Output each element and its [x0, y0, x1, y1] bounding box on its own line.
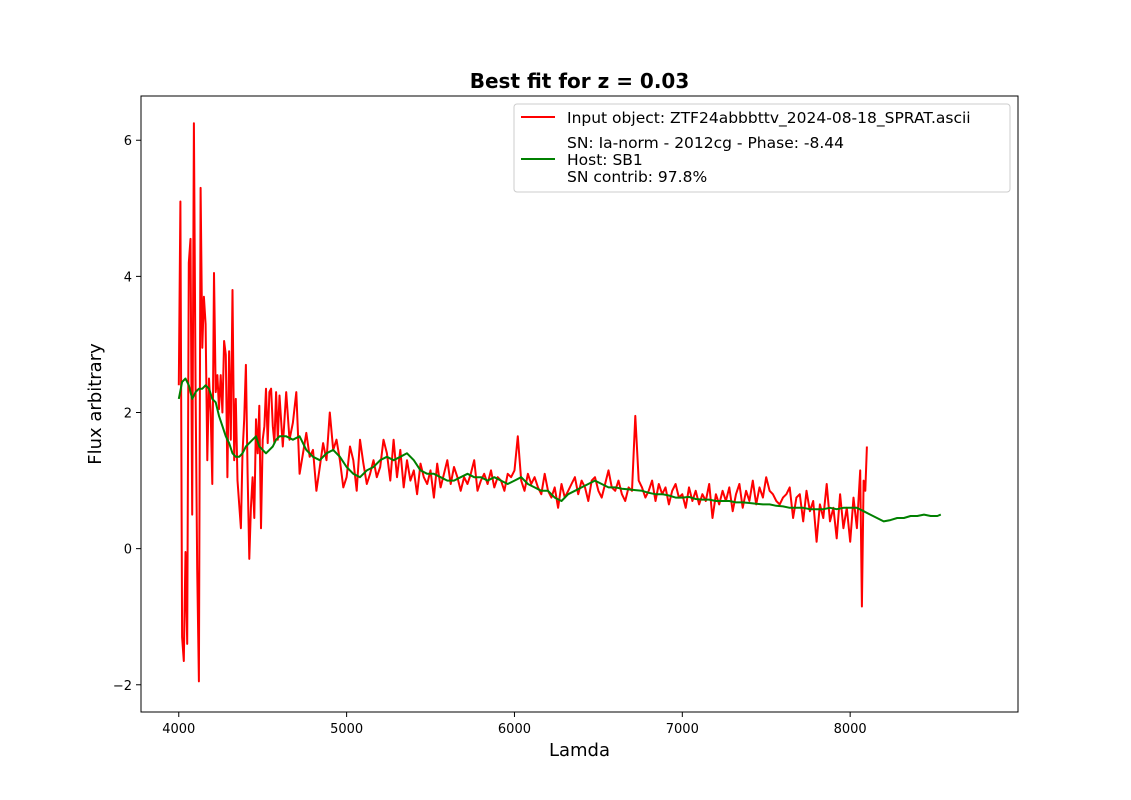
legend-box: [513, 103, 1011, 193]
legend-label-0: Input object: ZTF24abbbttv_2024-08-18_SP…: [567, 109, 971, 128]
x-axis: 4000 5000 6000 7000 8000: [162, 712, 867, 737]
x-tick-label: 7000: [666, 722, 699, 737]
x-tick-label: 4000: [162, 722, 195, 737]
legend-label-1: SN: Ia-norm - 2012cg - Phase: -8.44 Host:…: [567, 134, 844, 186]
y-tick-label: 2: [124, 407, 132, 422]
plot-frame: [140, 95, 1019, 713]
y-axis-label: Flux arbitrary: [85, 343, 106, 465]
legend-entries: Input object: ZTF24abbbttv_2024-08-18_SP…: [521, 109, 971, 186]
y-tick-label: 4: [124, 270, 132, 285]
series-line-1: [177, 377, 942, 523]
series-line-0: [177, 122, 868, 683]
y-tick-label: 0: [124, 543, 132, 558]
legend: Input object: ZTF24abbbttv_2024-08-18_SP…: [513, 103, 1011, 193]
x-tick-label: 6000: [498, 722, 531, 737]
y-tick-label: −2: [113, 679, 132, 694]
y-axis: −2 0 2 4 6: [113, 134, 141, 694]
chart-title: Best fit for z = 0.03: [470, 69, 690, 93]
x-tick-label: 8000: [834, 722, 867, 737]
x-tick-label: 5000: [330, 722, 363, 737]
y-tick-label: 6: [124, 134, 132, 149]
series-layer: [177, 122, 942, 683]
x-axis-label: Lamda: [549, 740, 610, 761]
